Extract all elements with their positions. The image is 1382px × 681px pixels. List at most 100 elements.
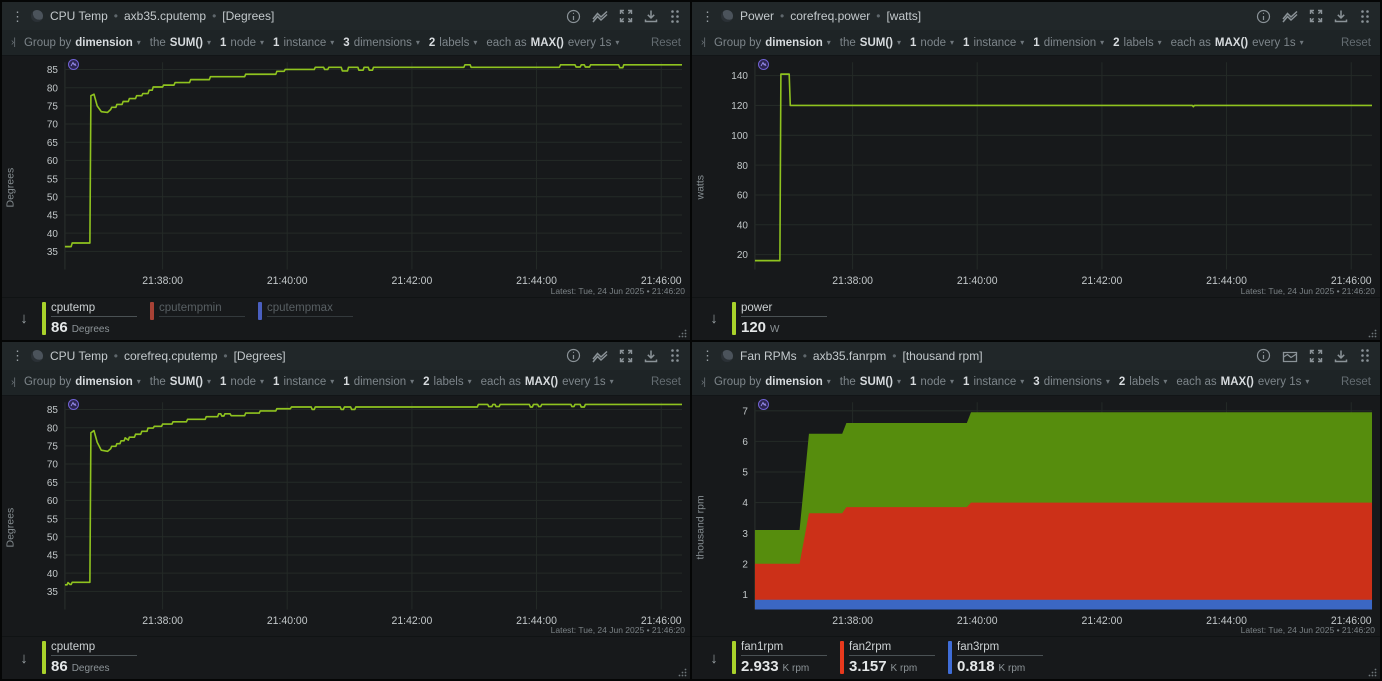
- nodes-dropdown[interactable]: 1 node: [218, 37, 266, 49]
- collapse-filters-icon[interactable]: [701, 377, 705, 388]
- legend-item[interactable]: cputemp 86 Degrees: [42, 301, 137, 336]
- aggregate-dropdown[interactable]: the SUM(): [148, 37, 213, 49]
- nodes-label: node: [920, 376, 947, 388]
- fullscreen-icon[interactable]: [619, 9, 633, 23]
- nodes-dropdown[interactable]: 1 node: [218, 376, 266, 388]
- svg-text:35: 35: [47, 247, 58, 258]
- legend-collapse-icon[interactable]: [696, 310, 732, 327]
- each-as-dropdown[interactable]: each as MAX() every 1s: [479, 376, 616, 388]
- reset-button[interactable]: Reset: [650, 376, 681, 388]
- chart-type-line-icon[interactable]: [592, 9, 608, 23]
- collapse-filters-icon[interactable]: [701, 37, 705, 48]
- aggregate-dropdown[interactable]: the SUM(): [838, 376, 903, 388]
- info-icon[interactable]: [1256, 348, 1271, 363]
- group-by-dropdown[interactable]: Group by dimension: [712, 37, 833, 49]
- download-icon[interactable]: [1334, 349, 1348, 363]
- each-as-dropdown[interactable]: each as MAX() every 1s: [484, 37, 621, 49]
- labels-dropdown[interactable]: 2 labels: [1117, 376, 1169, 388]
- panel-title-context: axb35.fanrpm: [812, 348, 887, 363]
- each-as-dropdown[interactable]: each as MAX() every 1s: [1169, 37, 1306, 49]
- chart-type-line-icon[interactable]: [592, 349, 608, 363]
- instances-dropdown[interactable]: 1 instance: [271, 37, 336, 49]
- legend-collapse-icon[interactable]: [6, 310, 42, 327]
- download-icon[interactable]: [644, 349, 658, 363]
- legend-collapse-icon[interactable]: [696, 650, 732, 667]
- legend-item[interactable]: power 120 W: [732, 301, 827, 336]
- chart-type-stacked-icon[interactable]: [1282, 349, 1298, 363]
- aggregate-dropdown[interactable]: the SUM(): [148, 376, 213, 388]
- resize-grip-icon[interactable]: [1368, 329, 1377, 338]
- instances-dropdown[interactable]: 1 instance: [271, 376, 336, 388]
- chart-canvas[interactable]: 21:38:00 21:40:00 21:42:00 21:44:00 21:46:00…: [709, 396, 1380, 637]
- legend-item[interactable]: fan1rpm 2.933 K rpm: [732, 641, 827, 675]
- resize-grip-icon[interactable]: [1368, 668, 1377, 677]
- instances-dropdown[interactable]: 1 instance: [961, 37, 1026, 49]
- drag-handle-icon[interactable]: [1359, 9, 1371, 24]
- fullscreen-icon[interactable]: [1309, 349, 1323, 363]
- fullscreen-icon[interactable]: [1309, 9, 1323, 23]
- drag-handle-icon[interactable]: [1359, 348, 1371, 363]
- info-icon[interactable]: [566, 9, 581, 24]
- panel-title-units: [thousand rpm]: [902, 348, 983, 363]
- each-as-label: each as: [486, 36, 527, 49]
- group-by-dropdown[interactable]: Group by dimension: [22, 37, 143, 49]
- chart-canvas[interactable]: 21:38:00 21:40:00 21:42:00 21:44:00 21:46:00…: [19, 396, 690, 637]
- download-icon[interactable]: [1334, 9, 1348, 23]
- nodes-dropdown[interactable]: 1 node: [908, 37, 956, 49]
- chart-area: Degrees 21:38:00 21:40:00 21:42:00 21:44:00…: [2, 395, 690, 637]
- labels-dropdown[interactable]: 2 labels: [427, 37, 479, 49]
- dimensions-dropdown[interactable]: 3 dimensions: [341, 37, 422, 49]
- anomaly-rate-icon[interactable]: [758, 59, 769, 70]
- info-icon[interactable]: [1256, 9, 1271, 24]
- fullscreen-icon[interactable]: [619, 349, 633, 363]
- legend-item[interactable]: fan3rpm 0.818 K rpm: [948, 641, 1043, 675]
- panel-menu-icon[interactable]: [11, 349, 24, 362]
- drag-handle-icon[interactable]: [669, 9, 681, 24]
- nodes-dropdown[interactable]: 1 node: [908, 376, 956, 388]
- aggregate-label: the: [149, 376, 166, 388]
- labels-dropdown[interactable]: 2 labels: [421, 376, 473, 388]
- anomaly-rate-icon[interactable]: [758, 398, 769, 410]
- panel-title-context: corefreq.cputemp: [124, 348, 218, 363]
- panel-menu-icon[interactable]: [11, 10, 24, 23]
- legend-item[interactable]: fan2rpm 3.157 K rpm: [840, 641, 935, 675]
- aggregate-dropdown[interactable]: the SUM(): [838, 37, 903, 49]
- anomaly-rate-icon[interactable]: [68, 59, 79, 70]
- drag-handle-icon[interactable]: [669, 348, 681, 363]
- dimensions-dropdown[interactable]: 1 dimension: [1031, 37, 1106, 49]
- space-badge-icon: [721, 10, 733, 22]
- legend-item[interactable]: cputemp 86 Degrees: [42, 641, 137, 675]
- legend-collapse-icon[interactable]: [6, 650, 42, 667]
- labels-dropdown[interactable]: 2 labels: [1111, 37, 1163, 49]
- collapse-filters-icon[interactable]: [11, 37, 15, 48]
- panel-menu-icon[interactable]: [701, 349, 714, 362]
- chevron-down-icon: [207, 376, 211, 388]
- legend-item-name: fan1rpm: [741, 641, 827, 656]
- download-icon[interactable]: [644, 9, 658, 23]
- reset-button[interactable]: Reset: [1340, 376, 1371, 388]
- reset-button[interactable]: Reset: [650, 36, 681, 49]
- each-as-dropdown[interactable]: each as MAX() every 1s: [1174, 376, 1311, 388]
- dimensions-dropdown[interactable]: 3 dimensions: [1031, 376, 1112, 388]
- panel-menu-icon[interactable]: [701, 10, 714, 23]
- instances-dropdown[interactable]: 1 instance: [961, 376, 1026, 388]
- collapse-filters-icon[interactable]: [11, 377, 15, 388]
- legend-color-bar: [840, 641, 844, 674]
- chart-type-line-icon[interactable]: [1282, 9, 1298, 23]
- info-icon[interactable]: [566, 348, 581, 363]
- legend-item-name: cputempmin: [159, 302, 245, 317]
- chart-canvas[interactable]: 21:38:00 21:40:00 21:42:00 21:44:00 21:46:00…: [19, 56, 690, 297]
- legend-item[interactable]: cputempmax: [258, 301, 353, 320]
- chart-canvas[interactable]: 21:38:00 21:40:00 21:42:00 21:44:00 21:46:00…: [709, 56, 1380, 297]
- anomaly-rate-icon[interactable]: [68, 398, 79, 410]
- reset-button[interactable]: Reset: [1340, 36, 1371, 49]
- group-by-dropdown[interactable]: Group by dimension: [22, 376, 143, 388]
- dimensions-dropdown[interactable]: 1 dimension: [341, 376, 416, 388]
- chevron-down-icon: [416, 37, 420, 49]
- legend-item-value: 86 Degrees: [51, 658, 110, 675]
- legend-item[interactable]: cputempmin: [150, 301, 245, 320]
- resize-grip-icon[interactable]: [678, 668, 687, 677]
- resize-grip-icon[interactable]: [678, 329, 687, 338]
- group-by-dropdown[interactable]: Group by dimension: [712, 376, 833, 388]
